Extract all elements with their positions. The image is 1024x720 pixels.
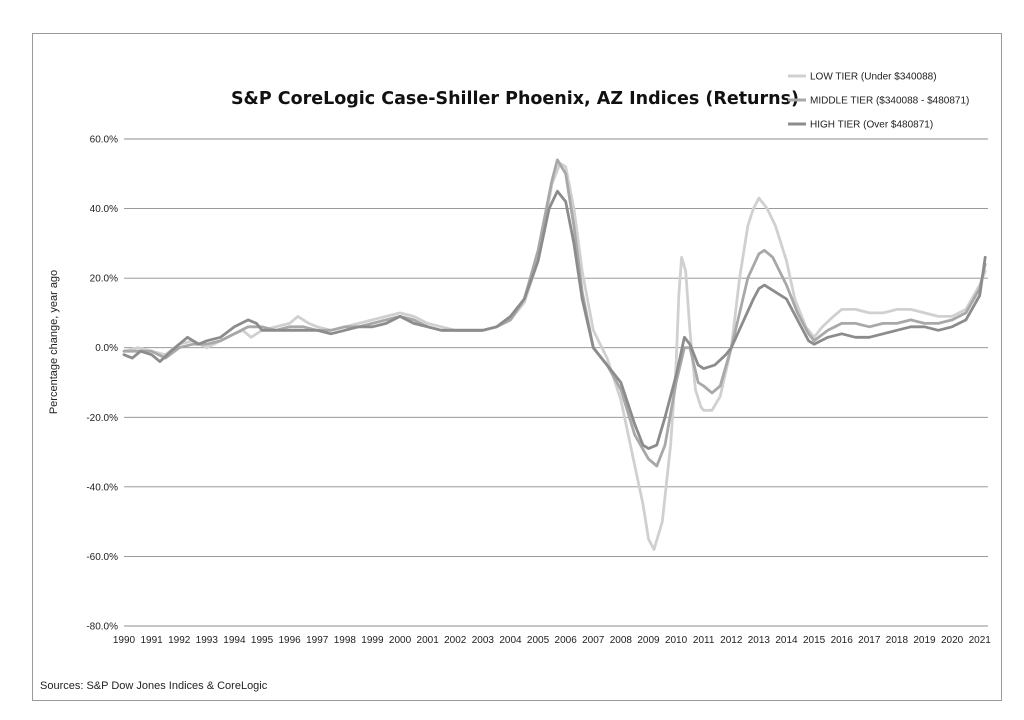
series-line-low-tier (122, 161, 987, 551)
x-tick-label: 2009 (637, 635, 660, 646)
y-tick-label: -40.0% (86, 482, 118, 493)
x-tick-label: 1995 (251, 635, 274, 646)
x-tick-label: 2000 (389, 635, 412, 646)
x-tick-label: 2004 (499, 635, 522, 646)
y-tick-label: -80.0% (86, 622, 118, 633)
x-tick-label: 1994 (223, 635, 246, 646)
y-tick-label: 0.0% (95, 343, 118, 354)
x-tick-label: 2015 (803, 635, 826, 646)
x-tick-label: 2019 (913, 635, 936, 646)
x-tick-label: 2002 (444, 635, 467, 646)
x-tick-label: 2016 (831, 635, 854, 646)
legend-entry-low-tier: LOW TIER (Under $340088) (810, 72, 937, 83)
legend-entry-middle-tier: MIDDLE TIER ($340088 - $480871) (810, 96, 969, 107)
y-tick-label: 60.0% (90, 135, 118, 146)
x-tick-label: 1996 (278, 635, 301, 646)
series-lines (122, 158, 987, 551)
x-tick-label: 2013 (748, 635, 771, 646)
x-tick-label: 2005 (527, 635, 550, 646)
chart-title: S&P CoreLogic Case-Shiller Phoenix, AZ I… (231, 89, 799, 109)
legend-entry-high-tier: HIGH TIER (Over $480871) (810, 120, 933, 131)
x-tick-label: 2012 (720, 635, 743, 646)
x-tick-label: 2014 (775, 635, 798, 646)
x-tick-label: 1993 (196, 635, 219, 646)
y-axis-label: Percentage change, year ago (48, 270, 60, 414)
x-tick-label: 2020 (941, 635, 964, 646)
x-tick-label: 1990 (113, 635, 136, 646)
y-tick-label: -20.0% (86, 413, 118, 424)
x-tick-label: 2011 (693, 635, 715, 646)
x-tick-label: 2018 (886, 635, 909, 646)
y-axis-ticks: 60.0% 40.0% 20.0% 0.0% -20.0% -40.0% -60.0% -80… (86, 135, 118, 633)
x-tick-label: 2001 (417, 635, 440, 646)
y-tick-label: 20.0% (90, 274, 118, 285)
series-line-middle-tier (122, 158, 987, 468)
x-tick-label: 1999 (361, 635, 384, 646)
source-note: Sources: S&P Dow Jones Indices & CoreLog… (40, 680, 268, 692)
chart-frame (32, 33, 1002, 701)
x-axis-ticks: 1990 1991 1992 1993 1994 1995 1996 1997 1998 1999… (113, 635, 991, 646)
x-tick-label: 2003 (472, 635, 495, 646)
gridlines (124, 138, 988, 627)
y-tick-label: -60.0% (86, 552, 118, 563)
x-tick-label: 2007 (582, 635, 605, 646)
x-tick-label: 2008 (610, 635, 633, 646)
x-tick-label: 1997 (306, 635, 329, 646)
legend: LOW TIER (Under $340088) MIDDLE TIER ($34… (788, 72, 969, 131)
y-tick-label: 40.0% (90, 204, 118, 215)
series-line-high-tier (122, 189, 987, 450)
x-tick-label: 2017 (858, 635, 881, 646)
x-tick-label: 1998 (334, 635, 357, 646)
x-tick-label: 2010 (665, 635, 688, 646)
x-tick-label: 2006 (555, 635, 578, 646)
x-tick-label: 1992 (168, 635, 191, 646)
x-tick-label: 1991 (140, 635, 163, 646)
x-tick-label: 2021 (969, 635, 992, 646)
